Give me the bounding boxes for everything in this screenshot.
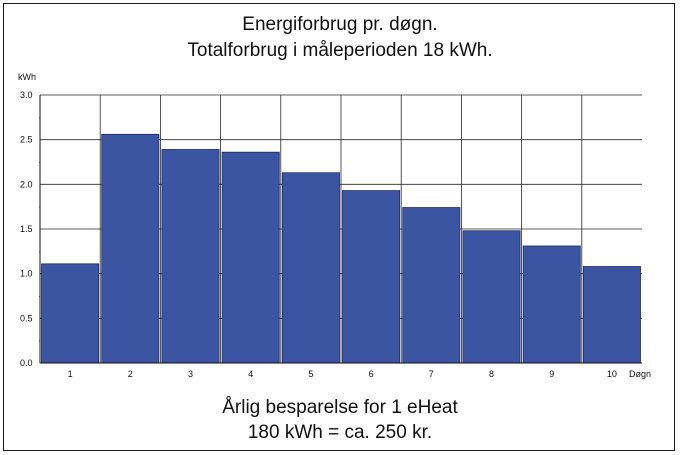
chart-title: Energiforbrug pr. døgn. xyxy=(242,14,438,35)
savings-value-line: 180 kWh = ca. 250 kr. xyxy=(247,422,433,443)
y-tick-label-1: 0.5 xyxy=(20,313,33,323)
bars xyxy=(41,133,641,364)
bar-8 xyxy=(462,230,521,364)
y-tick-label-2: 1.0 xyxy=(20,269,33,279)
x-tick-label-10: 10 xyxy=(607,369,617,379)
y-minor-tick-3 xyxy=(39,206,40,208)
x-tick-label-6: 6 xyxy=(369,369,374,379)
y-tick-label-3: 1.5 xyxy=(20,224,33,234)
bar-6 xyxy=(342,190,401,364)
y-minor-tick-2 xyxy=(39,251,40,253)
x-tick-labels: 1 2 3 4 5 6 7 8 9 10 xyxy=(68,369,617,379)
x-tick-label-8: 8 xyxy=(489,369,494,379)
y-tick-label-6: 3.0 xyxy=(20,90,33,100)
y-minor-tick-5 xyxy=(39,117,40,119)
axes xyxy=(39,95,642,364)
bar-3 xyxy=(161,149,220,364)
y-minor-tick-1 xyxy=(39,296,40,297)
bar-chart: 0.0 0.5 1.0 1.5 2.0 2.5 3.0 1 2 3 4 5 6 7 8 9 10 kWh Dø… xyxy=(18,72,651,379)
y-tick-label-5: 2.5 xyxy=(20,135,33,145)
y-tick-label-4: 2.0 xyxy=(20,179,33,189)
x-tick-label-7: 7 xyxy=(429,369,434,379)
bar-5 xyxy=(281,172,340,364)
chart-subtitle: Totalforbrug i måleperioden 18 kWh. xyxy=(187,40,493,61)
bar-1 xyxy=(41,263,100,364)
bar-4 xyxy=(221,151,280,364)
x-tick-label-4: 4 xyxy=(248,369,253,379)
bar-2 xyxy=(101,133,160,364)
y-tick-labels: 0.0 0.5 1.0 1.5 2.0 2.5 3.0 xyxy=(20,90,40,368)
x-axis-label: Døgn xyxy=(629,369,651,379)
x-tick-label-1: 1 xyxy=(68,369,73,379)
y-tick-label-0: 0.0 xyxy=(20,358,33,368)
bar-9 xyxy=(522,245,581,364)
x-tick-label-2: 2 xyxy=(128,369,133,379)
x-tick-label-9: 9 xyxy=(549,369,554,379)
x-tick-label-5: 5 xyxy=(308,369,313,379)
x-tick-label-3: 3 xyxy=(188,369,193,379)
y-minor-tick-4 xyxy=(39,162,40,163)
bar-7 xyxy=(402,207,461,364)
y-minor-tick-0 xyxy=(39,340,40,342)
savings-line: Årlig besparelse for 1 eHeat xyxy=(222,397,458,418)
bar-10 xyxy=(582,266,641,364)
y-axis-label: kWh xyxy=(18,72,36,82)
